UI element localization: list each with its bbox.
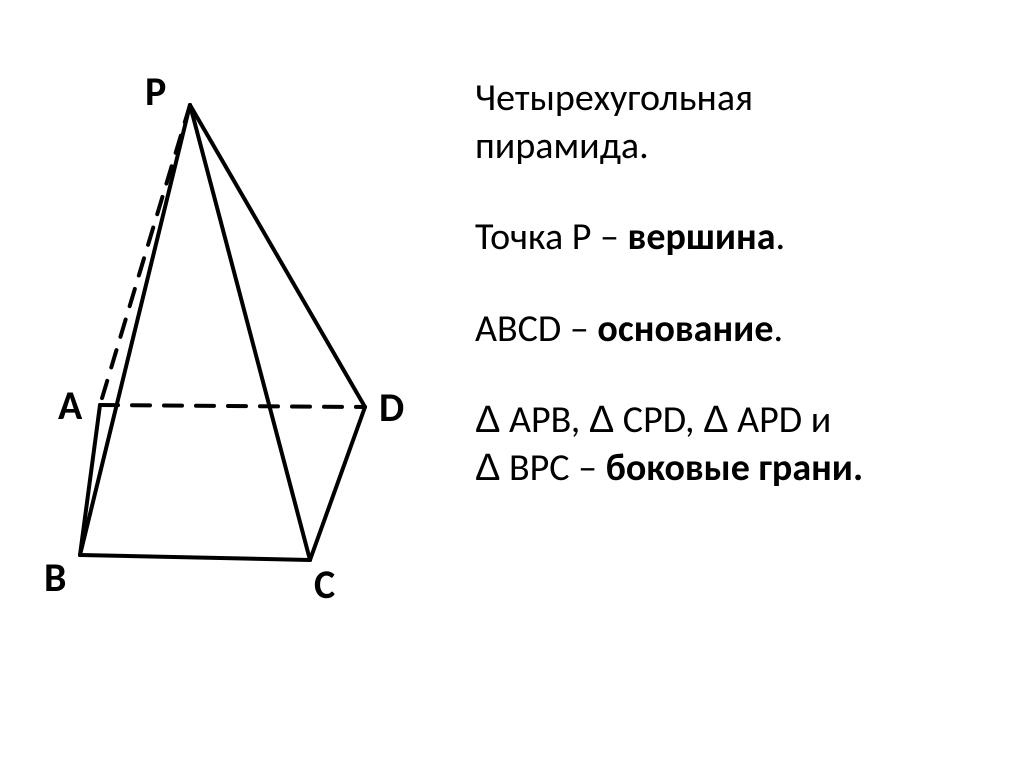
delta-2: Δ	[589, 399, 614, 441]
pyramid-diagram: P A D B C	[60, 75, 460, 615]
title-line1: Четырехугольная	[475, 75, 753, 121]
delta-3: Δ	[703, 399, 728, 441]
para-faces: Δ APB, Δ CPD, Δ APD иΔ BPC – боковые гра…	[475, 397, 995, 492]
faces-seg4: BPC –	[500, 445, 605, 491]
faces-bold: боковые грани.	[606, 445, 863, 491]
faces-seg3: APD и	[729, 397, 832, 443]
vertex-label-c: C	[314, 560, 335, 609]
para-title: Четырехугольная пирамида.	[475, 75, 995, 170]
apex-prefix: Точка P –	[475, 214, 628, 260]
title-line2: пирамида.	[475, 123, 649, 169]
vertex-label-a: A	[58, 381, 82, 430]
apex-suffix: .	[776, 214, 786, 260]
para-base: ABCD – основание.	[475, 306, 995, 354]
base-suffix: .	[773, 306, 783, 352]
base-prefix: ABCD –	[475, 306, 597, 352]
faces-seg2: CPD,	[614, 397, 703, 443]
pyramid-svg	[60, 75, 460, 615]
edges-dashed	[100, 105, 365, 407]
faces-seg1: APB,	[500, 397, 588, 443]
vertex-label-b: B	[44, 553, 66, 602]
delta-4: Δ	[475, 447, 500, 489]
para-apex: Точка P – вершина.	[475, 214, 995, 262]
vertex-label-d: D	[379, 383, 404, 432]
slide-container: P A D B C Четырехугольная пирамида. Точк…	[0, 0, 1024, 767]
description-text: Четырехугольная пирамида. Точка P – верш…	[475, 75, 995, 492]
base-bold: основание	[597, 306, 773, 352]
delta-1: Δ	[475, 399, 500, 441]
apex-bold: вершина	[628, 214, 776, 260]
vertex-label-p: P	[145, 67, 166, 116]
